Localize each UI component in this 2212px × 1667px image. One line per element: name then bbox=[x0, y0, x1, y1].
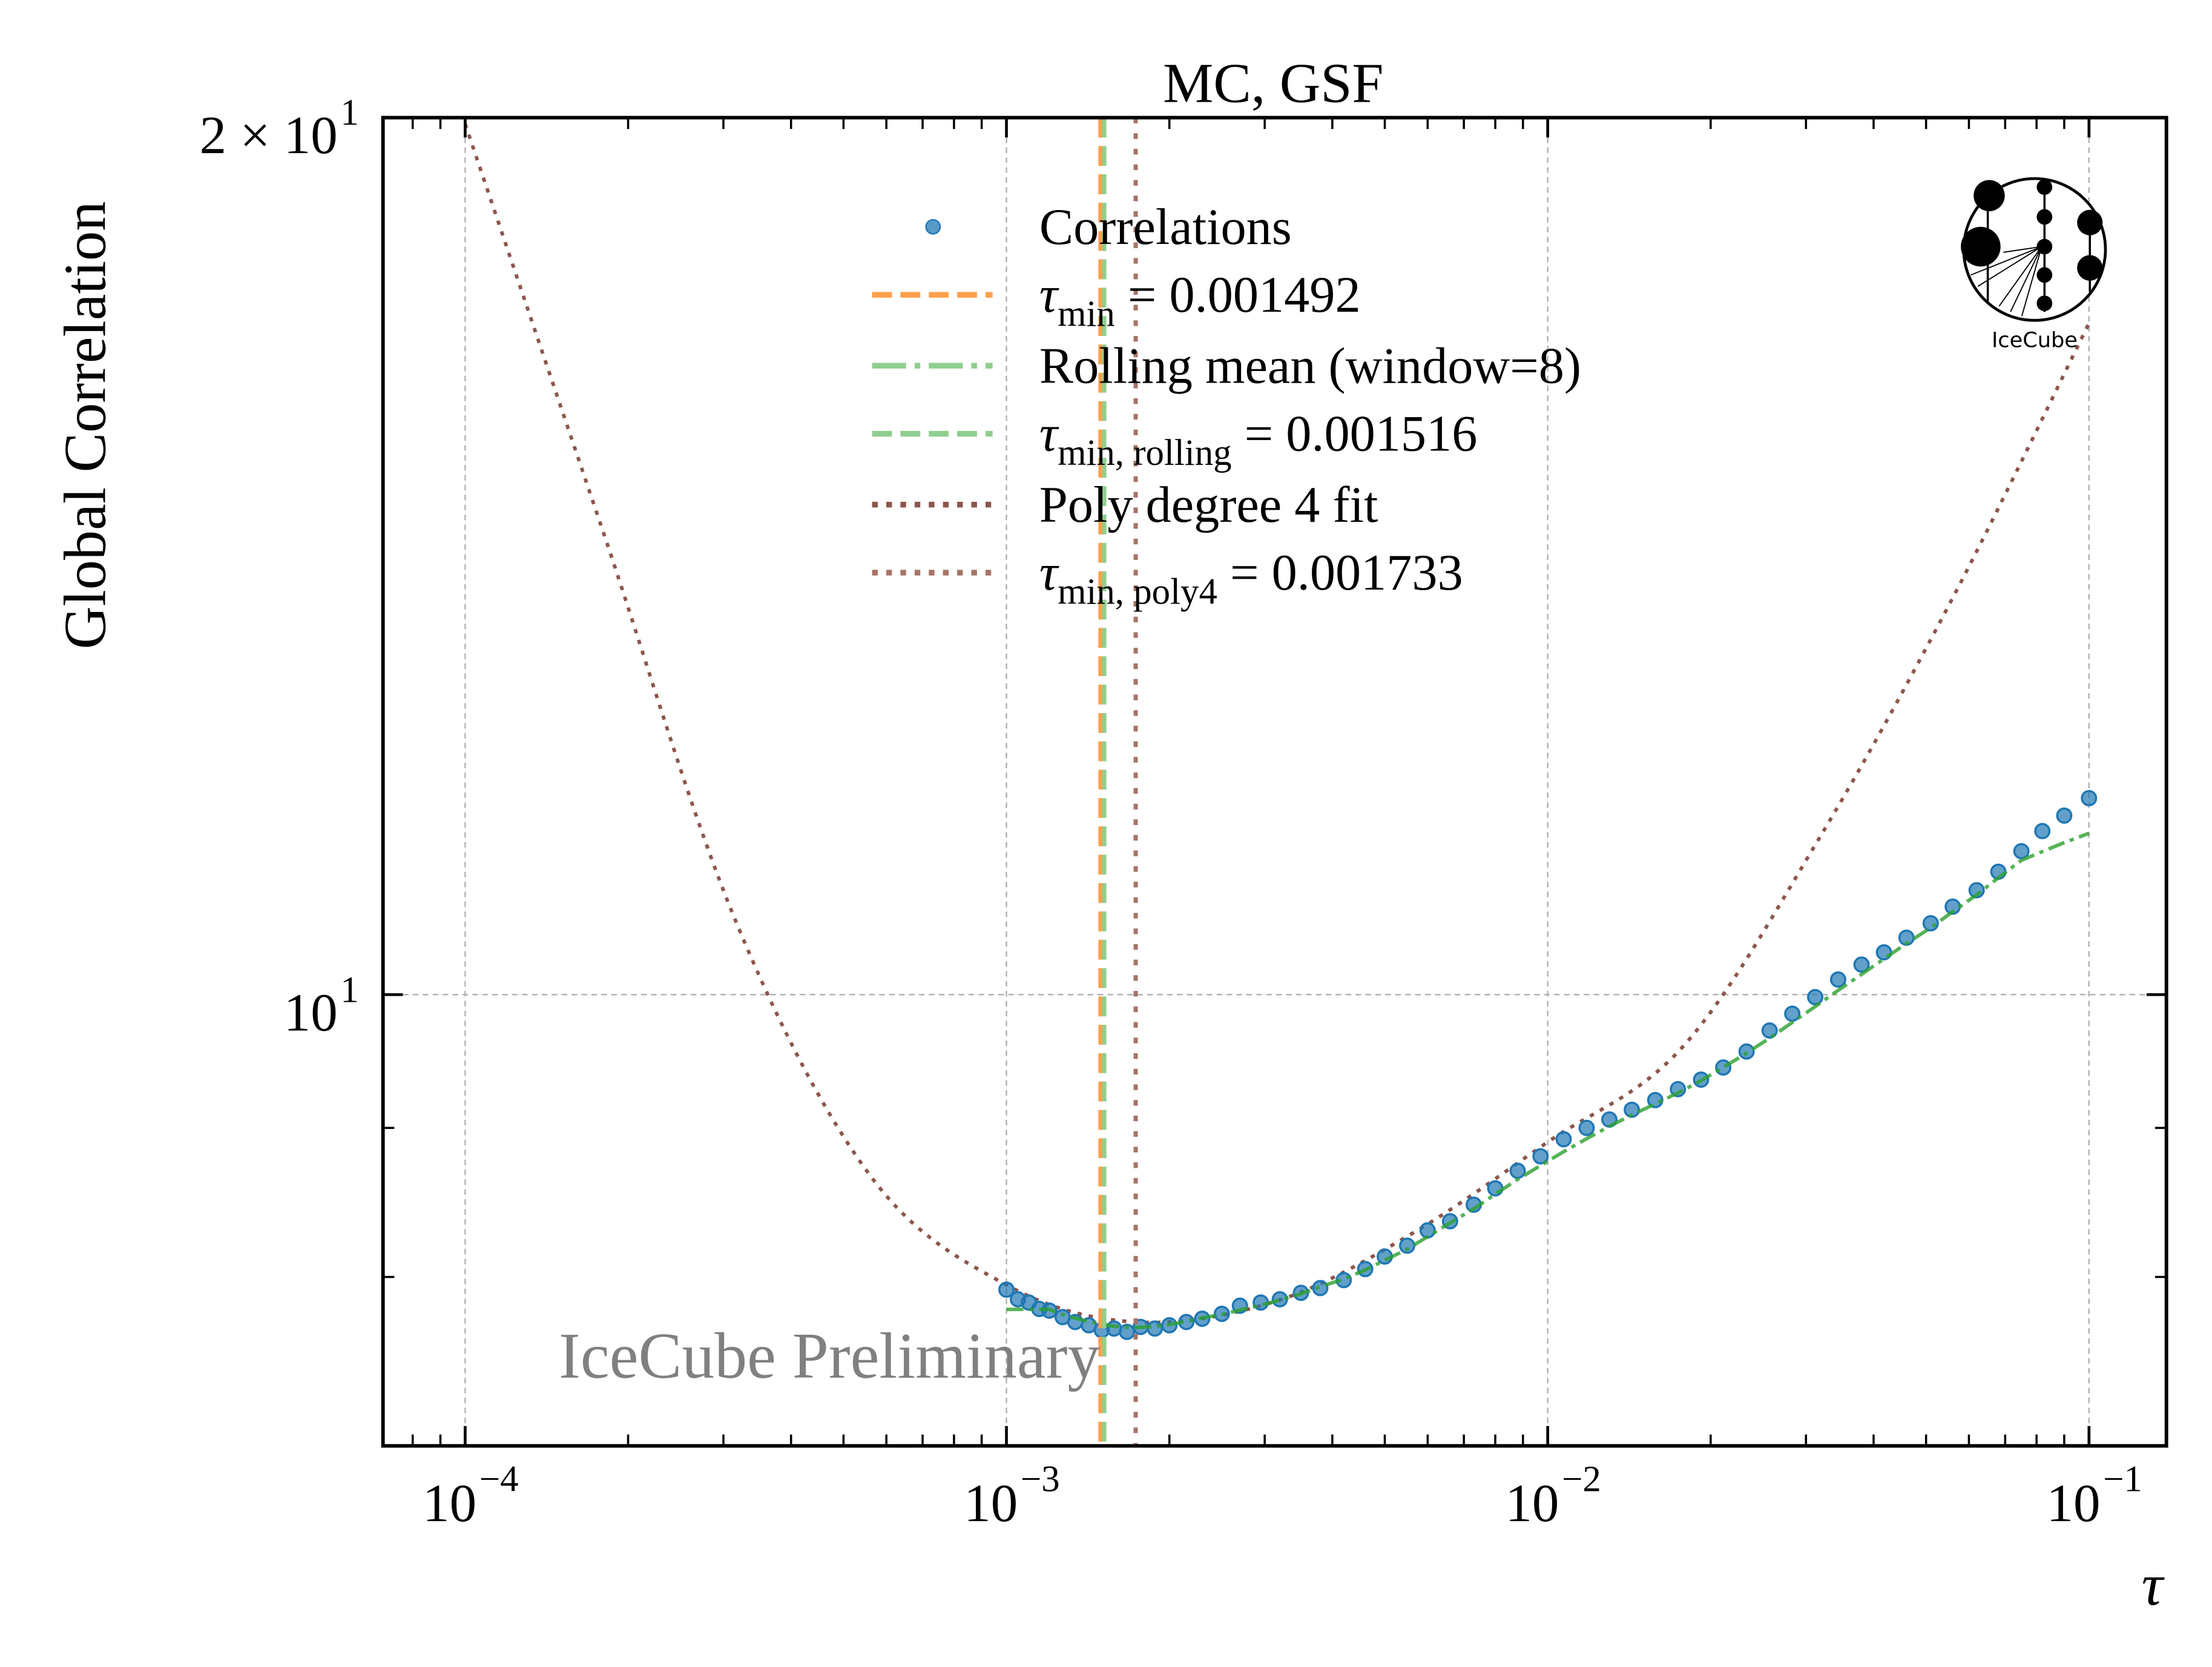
scatter-point bbox=[1807, 988, 1823, 1005]
rolling-mean-line bbox=[1006, 831, 2090, 1329]
ticks bbox=[383, 116, 2167, 1446]
x-tick-label: 10 −2 bbox=[1505, 1459, 1601, 1533]
x-tick-label-base: 10 bbox=[964, 1474, 1018, 1533]
scatter-point bbox=[1784, 1005, 1801, 1022]
svg-text:2 × 10: 2 × 10 bbox=[200, 106, 338, 165]
x-tick-label: 10 −1 bbox=[2047, 1459, 2142, 1533]
legend-label-rolling-mean: Rolling mean (window=8) bbox=[1039, 338, 1581, 394]
scatter-point bbox=[1532, 1148, 1549, 1165]
svg-text:10: 10 bbox=[284, 984, 338, 1043]
logo-text: IceCube bbox=[1992, 328, 2078, 353]
scatter-point bbox=[1922, 915, 1939, 932]
legend-label-poly-fit: Poly degree 4 fit bbox=[1039, 477, 1378, 533]
x-axis-label: τ bbox=[2142, 1552, 2165, 1618]
plot-area bbox=[463, 117, 2098, 1446]
scatter-point bbox=[2013, 843, 2030, 860]
scatter-point bbox=[1578, 1119, 1595, 1136]
axes-frame bbox=[381, 116, 2168, 1448]
x-tick-label-base: 10 bbox=[423, 1474, 476, 1533]
svg-text:1: 1 bbox=[340, 970, 358, 1011]
scatter-point bbox=[1487, 1180, 1504, 1197]
watermark-icecube-preliminary: IceCube Preliminary bbox=[559, 1320, 1101, 1392]
legend: Correlations τmin = 0.001492 Rolling mea… bbox=[872, 199, 1581, 613]
legend-label-tau-min: τmin = 0.001492 bbox=[1039, 267, 1361, 334]
chart-title: MC, GSF bbox=[1163, 53, 1383, 115]
y-axis-label: Global Correlation bbox=[53, 201, 119, 649]
x-tick-label-base: 10 bbox=[2047, 1474, 2101, 1533]
scatter-point bbox=[1555, 1131, 1572, 1148]
grid bbox=[383, 117, 2167, 1446]
scatter-point bbox=[1829, 971, 1846, 988]
x-tick-label-exp: −3 bbox=[1021, 1459, 1060, 1500]
scatter-point bbox=[1853, 956, 1870, 973]
scatter-point bbox=[2056, 807, 2073, 824]
scatter-point bbox=[2034, 823, 2051, 840]
x-tick-label-exp: −2 bbox=[1562, 1459, 1601, 1500]
y-tick-label-10: 10 1 bbox=[284, 970, 359, 1043]
scatter-point bbox=[998, 1281, 1015, 1298]
icecube-logo: IceCube bbox=[1961, 177, 2107, 353]
legend-label-correlations: Correlations bbox=[1039, 199, 1292, 255]
scatter-point bbox=[1509, 1162, 1526, 1179]
legend-label-tau-min-rolling: τmin, rolling = 0.001516 bbox=[1039, 406, 1477, 473]
x-tick-label: 10 −3 bbox=[964, 1459, 1059, 1533]
scatter-point bbox=[1119, 1323, 1136, 1340]
legend-label-tau-min-poly4: τmin, poly4 = 0.001733 bbox=[1039, 545, 1463, 612]
svg-text:1: 1 bbox=[340, 93, 358, 133]
scatter-point bbox=[1312, 1280, 1329, 1297]
y-tick-label-20: 2 × 10 1 bbox=[200, 93, 359, 165]
x-tick-label: 10 −4 bbox=[423, 1459, 518, 1533]
x-tick-label-exp: −4 bbox=[479, 1459, 519, 1500]
scatter-point bbox=[2081, 790, 2098, 807]
x-tick-label-exp: −1 bbox=[2103, 1459, 2142, 1500]
legend-marker-correlations bbox=[925, 219, 941, 235]
x-tick-label-base: 10 bbox=[1505, 1474, 1559, 1533]
poly-fit-line bbox=[463, 123, 2091, 1324]
